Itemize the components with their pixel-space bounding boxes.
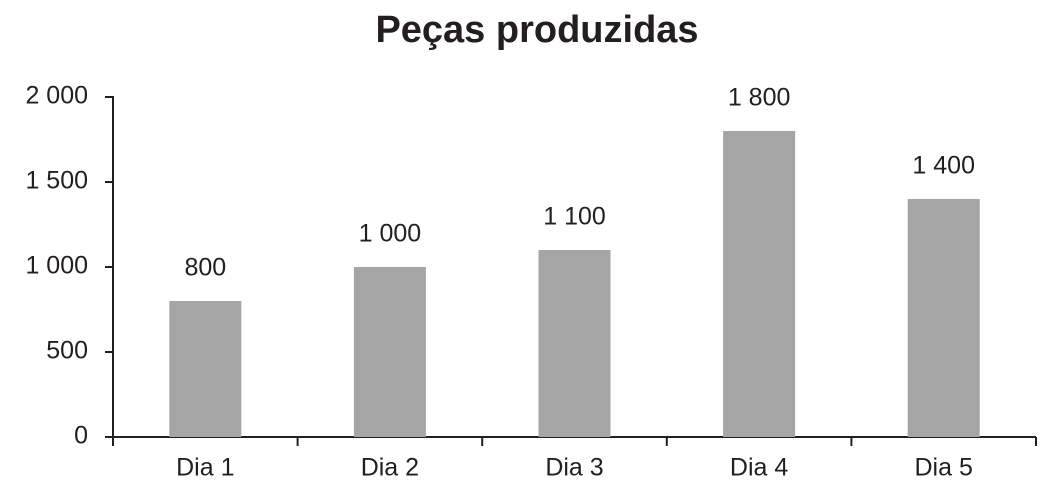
bar	[538, 250, 611, 437]
bar	[353, 267, 426, 437]
x-tick-label: Dia 1	[176, 454, 234, 482]
value-label: 1 100	[543, 203, 606, 231]
y-tick-label: 1 500	[25, 167, 88, 195]
value-label: 1 000	[359, 220, 422, 248]
bar	[723, 131, 796, 437]
x-tick-label: Dia 4	[730, 454, 788, 482]
value-label: 1 400	[912, 152, 975, 180]
x-tick-label: Dia 3	[545, 454, 603, 482]
x-tick-label: Dia 5	[915, 454, 973, 482]
y-tick-label: 0	[74, 422, 88, 450]
bar	[169, 301, 242, 437]
value-label: 1 800	[728, 84, 791, 112]
chart-title: Peças produzidas	[375, 9, 698, 51]
y-tick-label: 500	[46, 337, 88, 365]
x-tick-label: Dia 2	[361, 454, 419, 482]
value-label: 800	[184, 254, 226, 282]
y-tick-label: 2 000	[25, 82, 88, 110]
bar	[907, 199, 980, 437]
y-tick-label: 1 000	[25, 252, 88, 280]
